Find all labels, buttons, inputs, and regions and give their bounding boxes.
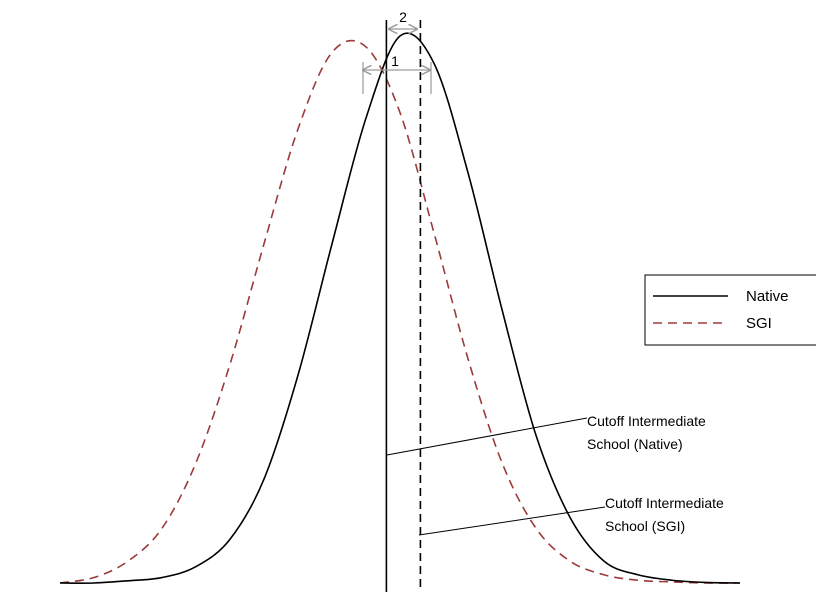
legend: Native SGI bbox=[644, 274, 816, 346]
marker-1-label: 1 bbox=[391, 53, 399, 69]
cutoff-native-label-line1: Cutoff Intermediate bbox=[587, 413, 706, 429]
cutoff-sgi-label-line2: School (SGI) bbox=[605, 518, 685, 534]
cutoff-sgi-leader bbox=[418, 506, 606, 536]
cutoff-native-label-line2: School (Native) bbox=[587, 436, 683, 452]
legend-box bbox=[644, 274, 816, 346]
legend-sgi-label: SGI bbox=[746, 315, 772, 332]
sgi-series-line bbox=[59, 39, 741, 584]
cutoff-native-leader bbox=[386, 417, 588, 456]
cutoff-sgi-label-line1: Cutoff Intermediate bbox=[605, 495, 724, 511]
marker-2-label: 2 bbox=[399, 9, 407, 25]
legend-native-label: Native bbox=[746, 288, 789, 305]
native-series-line bbox=[59, 32, 741, 584]
